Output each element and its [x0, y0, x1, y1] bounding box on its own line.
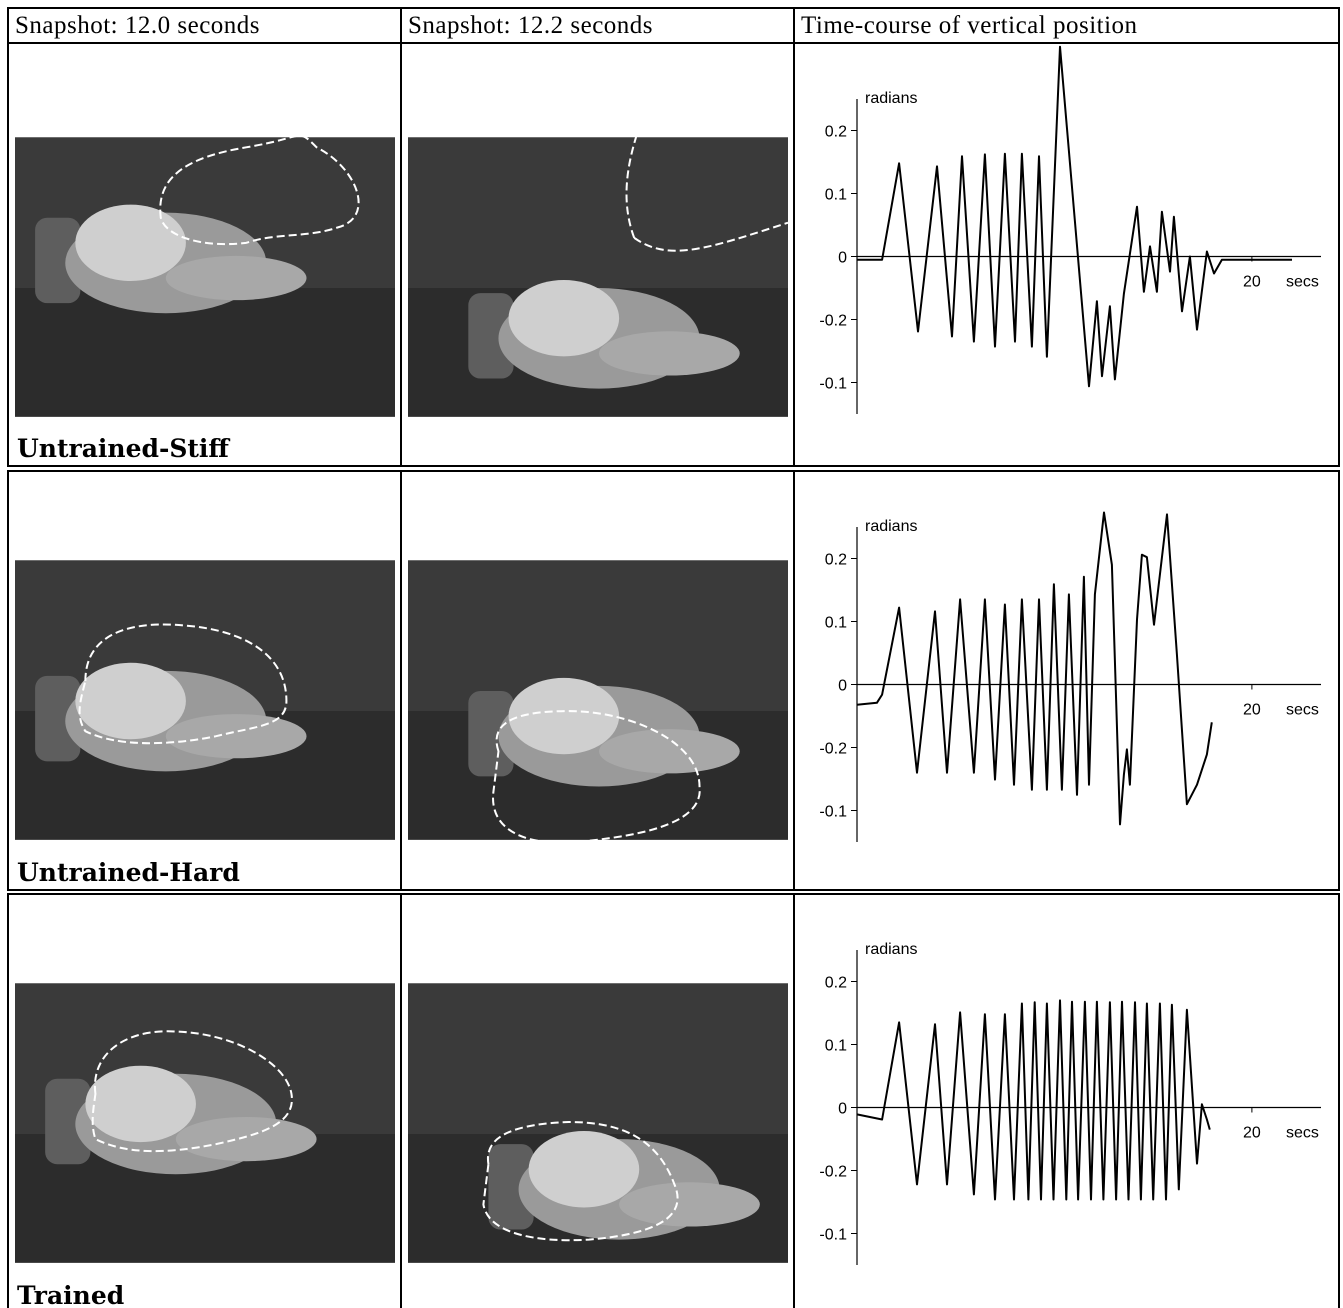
hand-back — [85, 1066, 196, 1142]
y-tick-label: 0.1 — [825, 1038, 847, 1055]
series-line — [857, 1000, 1210, 1199]
y-tick-label: 0 — [838, 678, 847, 695]
hand-back — [509, 280, 620, 356]
column-header: Time-course of vertical position — [793, 7, 1340, 44]
column-header: Snapshot: 12.2 seconds — [400, 7, 795, 44]
photo — [15, 560, 395, 840]
hand-back — [529, 1131, 640, 1207]
series-line — [857, 513, 1212, 825]
y-tick-label: -0.1 — [819, 1227, 847, 1244]
hand-back — [75, 205, 186, 281]
y-tick-label: 0.2 — [825, 552, 847, 569]
image-cell: Untrained-Hard — [7, 470, 402, 891]
y-tick-label: -0.2 — [819, 313, 847, 330]
row-label: Trained — [17, 1281, 124, 1308]
line-chart: radians secs 0.2 0.1 0 -0.2 -0.1 20 — [795, 895, 1340, 1308]
photo — [15, 137, 395, 417]
y-tick-label: 0.2 — [825, 975, 847, 992]
y-tick-label: 0 — [838, 250, 847, 267]
figure: Snapshot: 12.0 secondsSnapshot: 12.2 sec… — [0, 0, 1343, 1308]
fingers — [619, 1182, 760, 1226]
line-chart: radians secs 0.2 0.1 0 -0.2 -0.1 20 — [795, 472, 1340, 891]
y-tick-label: -0.2 — [819, 741, 847, 758]
y-tick-label: 0.1 — [825, 187, 847, 204]
line-chart: radians secs 0.2 0.1 0 -0.2 -0.1 20 — [795, 44, 1340, 463]
fingers — [176, 1117, 317, 1161]
x-axis-label: secs — [1286, 1125, 1319, 1142]
hand-back — [75, 663, 186, 739]
x-tick-label: 20 — [1243, 702, 1261, 719]
y-tick-label: 0.2 — [825, 124, 847, 141]
image-cell: Trained — [7, 893, 402, 1308]
photo — [408, 560, 788, 840]
y-axis-label: radians — [865, 90, 917, 107]
x-axis-label: secs — [1286, 702, 1319, 719]
photo — [408, 137, 788, 417]
fingers — [166, 714, 307, 758]
y-tick-label: 0.1 — [825, 615, 847, 632]
y-tick-label: 0 — [838, 1101, 847, 1118]
y-tick-label: -0.1 — [819, 376, 847, 393]
image-cell — [400, 470, 795, 891]
image-cell: Untrained-Stiff — [7, 42, 402, 467]
image-cell — [400, 42, 795, 467]
photo — [15, 983, 395, 1263]
image-cell — [400, 893, 795, 1308]
fingers — [599, 331, 740, 375]
series-line — [857, 47, 1292, 387]
chart-cell: radians secs 0.2 0.1 0 -0.2 -0.1 20 — [793, 42, 1340, 467]
photo — [408, 983, 788, 1263]
hand-back — [509, 678, 620, 754]
fingers — [166, 256, 307, 300]
x-tick-label: 20 — [1243, 274, 1261, 291]
row-label: Untrained-Hard — [17, 858, 240, 887]
x-axis-label: secs — [1286, 274, 1319, 291]
y-axis-label: radians — [865, 941, 917, 958]
y-tick-label: -0.2 — [819, 1164, 847, 1181]
y-axis-label: radians — [865, 518, 917, 535]
row-label: Untrained-Stiff — [17, 434, 229, 463]
fingers — [599, 729, 740, 773]
chart-cell: radians secs 0.2 0.1 0 -0.2 -0.1 20 — [793, 470, 1340, 891]
column-header: Snapshot: 12.0 seconds — [7, 7, 402, 44]
x-tick-label: 20 — [1243, 1125, 1261, 1142]
y-tick-label: -0.1 — [819, 804, 847, 821]
chart-cell: radians secs 0.2 0.1 0 -0.2 -0.1 20 — [793, 893, 1340, 1308]
